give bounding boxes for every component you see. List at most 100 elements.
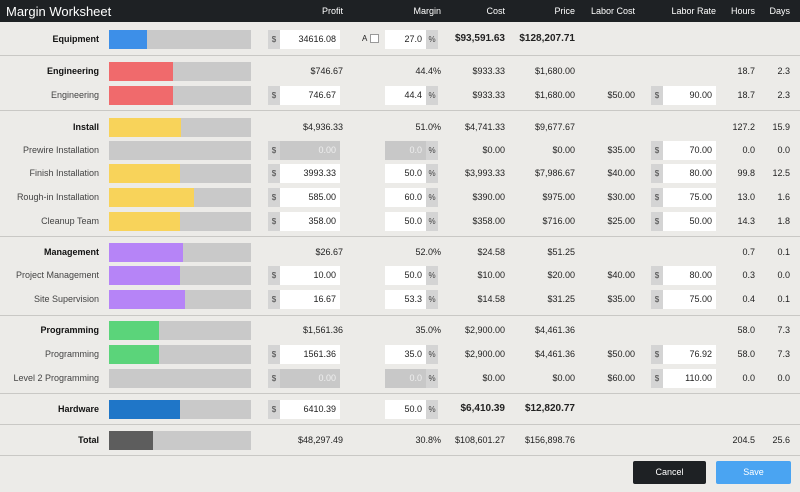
margin-input[interactable]: 53.3% bbox=[385, 290, 438, 309]
labor-rate-input[interactable]: $80.00 bbox=[651, 266, 716, 285]
percent-addon: % bbox=[426, 290, 438, 309]
hours-value: 0.4 bbox=[742, 294, 755, 304]
hours-value: 13.0 bbox=[737, 192, 755, 202]
profit-input-value: 0.00 bbox=[280, 141, 340, 160]
profit-input-value[interactable]: 746.67 bbox=[280, 86, 340, 105]
auto-margin-checkbox[interactable]: A bbox=[362, 34, 380, 43]
margin-input-value[interactable]: 50.0 bbox=[385, 400, 426, 419]
labor-rate-input[interactable]: $80.00 bbox=[651, 164, 716, 183]
dollar-addon: $ bbox=[268, 30, 280, 49]
labor-rate-input-value[interactable]: 50.00 bbox=[663, 212, 716, 231]
col-header-margin: Margin bbox=[413, 6, 441, 16]
dollar-addon: $ bbox=[268, 188, 280, 207]
margin-input[interactable]: 44.4% bbox=[385, 86, 438, 105]
margin-bar-fill bbox=[109, 243, 183, 262]
labor-cost-value: $60.00 bbox=[607, 373, 635, 383]
cost-value: $14.58 bbox=[477, 294, 505, 304]
profit-input-value[interactable]: 3993.33 bbox=[280, 164, 340, 183]
labor-rate-input[interactable]: $70.00 bbox=[651, 141, 716, 160]
profit-input-value[interactable]: 1561.36 bbox=[280, 345, 340, 364]
profit-input-value[interactable]: 358.00 bbox=[280, 212, 340, 231]
profit-input[interactable]: $34616.08 bbox=[268, 30, 340, 49]
price-value: $4,461.36 bbox=[534, 325, 575, 335]
profit-input-value[interactable]: 10.00 bbox=[280, 266, 340, 285]
margin-bar-fill bbox=[109, 212, 180, 231]
dollar-addon: $ bbox=[268, 400, 280, 419]
profit-input-value[interactable]: 6410.39 bbox=[280, 400, 340, 419]
labor-rate-input-value[interactable]: 80.00 bbox=[663, 164, 716, 183]
margin-input-value[interactable]: 35.0 bbox=[385, 345, 426, 364]
margin-input[interactable]: 50.0% bbox=[385, 212, 438, 231]
margin-input[interactable]: 35.0% bbox=[385, 345, 438, 364]
profit-input[interactable]: $1561.36 bbox=[268, 345, 340, 364]
checkbox-box[interactable] bbox=[370, 34, 380, 43]
labor-rate-input-value[interactable]: 90.00 bbox=[663, 86, 716, 105]
row-divider bbox=[0, 393, 800, 394]
row-name: Equipment bbox=[52, 34, 100, 44]
profit-input-value[interactable]: 16.67 bbox=[280, 290, 340, 309]
days-value: 15.9 bbox=[772, 122, 790, 132]
margin-input[interactable]: 60.0% bbox=[385, 188, 438, 207]
labor-rate-input-value[interactable]: 110.00 bbox=[663, 369, 716, 388]
hours-value: 14.3 bbox=[737, 216, 755, 226]
labor-rate-input-value[interactable]: 75.00 bbox=[663, 290, 716, 309]
cost-value: $24.58 bbox=[477, 247, 505, 257]
row-name: Engineering bbox=[46, 66, 99, 76]
profit-input[interactable]: $10.00 bbox=[268, 266, 340, 285]
labor-rate-input[interactable]: $75.00 bbox=[651, 290, 716, 309]
profit-input-value[interactable]: 585.00 bbox=[280, 188, 340, 207]
row-divider bbox=[0, 455, 800, 456]
margin-input-value[interactable]: 44.4 bbox=[385, 86, 426, 105]
dollar-addon: $ bbox=[268, 141, 280, 160]
margin-input[interactable]: 50.0% bbox=[385, 400, 438, 419]
save-button[interactable]: Save bbox=[716, 461, 791, 484]
profit-input[interactable]: $746.67 bbox=[268, 86, 340, 105]
labor-rate-input[interactable]: $90.00 bbox=[651, 86, 716, 105]
margin-bar-fill bbox=[109, 62, 173, 81]
margin-input[interactable]: 50.0% bbox=[385, 266, 438, 285]
margin-input-value[interactable]: 27.0 bbox=[385, 30, 426, 49]
row-name: Engineering bbox=[50, 90, 99, 100]
profit-input[interactable]: $6410.39 bbox=[268, 400, 340, 419]
col-header-days: Days bbox=[769, 6, 790, 16]
row-name: Cleanup Team bbox=[41, 216, 99, 226]
labor-rate-input-value[interactable]: 70.00 bbox=[663, 141, 716, 160]
cost-value: $358.00 bbox=[472, 216, 505, 226]
group-row: Programming $1,561.36 35.0% $2,900.00 $4,461… bbox=[0, 318, 800, 342]
labor-rate-input-value[interactable]: 76.92 bbox=[663, 345, 716, 364]
labor-rate-input[interactable]: $50.00 bbox=[651, 212, 716, 231]
labor-rate-input[interactable]: $76.92 bbox=[651, 345, 716, 364]
dollar-addon: $ bbox=[651, 141, 663, 160]
labor-rate-input-value[interactable]: 80.00 bbox=[663, 266, 716, 285]
margin-input-value[interactable]: 50.0 bbox=[385, 164, 426, 183]
margin-input[interactable]: 27.0% bbox=[385, 30, 438, 49]
margin-bar bbox=[109, 188, 251, 207]
profit-input-value[interactable]: 34616.08 bbox=[280, 30, 340, 49]
margin-bar-fill bbox=[109, 86, 173, 105]
margin-value: 51.0% bbox=[415, 122, 441, 132]
dollar-addon: $ bbox=[651, 266, 663, 285]
profit-input[interactable]: $3993.33 bbox=[268, 164, 340, 183]
cost-value: $10.00 bbox=[477, 270, 505, 280]
profit-input[interactable]: $585.00 bbox=[268, 188, 340, 207]
cost-value: $933.33 bbox=[472, 66, 505, 76]
cancel-button[interactable]: Cancel bbox=[633, 461, 706, 484]
profit-input[interactable]: $16.67 bbox=[268, 290, 340, 309]
margin-bar bbox=[109, 243, 251, 262]
labor-rate-input[interactable]: $75.00 bbox=[651, 188, 716, 207]
dollar-addon: $ bbox=[268, 212, 280, 231]
margin-input-value[interactable]: 60.0 bbox=[385, 188, 426, 207]
labor-rate-input-value[interactable]: 75.00 bbox=[663, 188, 716, 207]
margin-bar bbox=[109, 30, 251, 49]
margin-bar bbox=[109, 290, 251, 309]
margin-input-value[interactable]: 50.0 bbox=[385, 212, 426, 231]
days-value: 0.0 bbox=[777, 145, 790, 155]
margin-input-value[interactable]: 53.3 bbox=[385, 290, 426, 309]
margin-input-value[interactable]: 50.0 bbox=[385, 266, 426, 285]
profit-input[interactable]: $358.00 bbox=[268, 212, 340, 231]
margin-bar-fill bbox=[109, 30, 148, 49]
labor-rate-input[interactable]: $110.00 bbox=[651, 369, 716, 388]
margin-input[interactable]: 50.0% bbox=[385, 164, 438, 183]
cost-value: $933.33 bbox=[472, 90, 505, 100]
dollar-addon: $ bbox=[268, 164, 280, 183]
